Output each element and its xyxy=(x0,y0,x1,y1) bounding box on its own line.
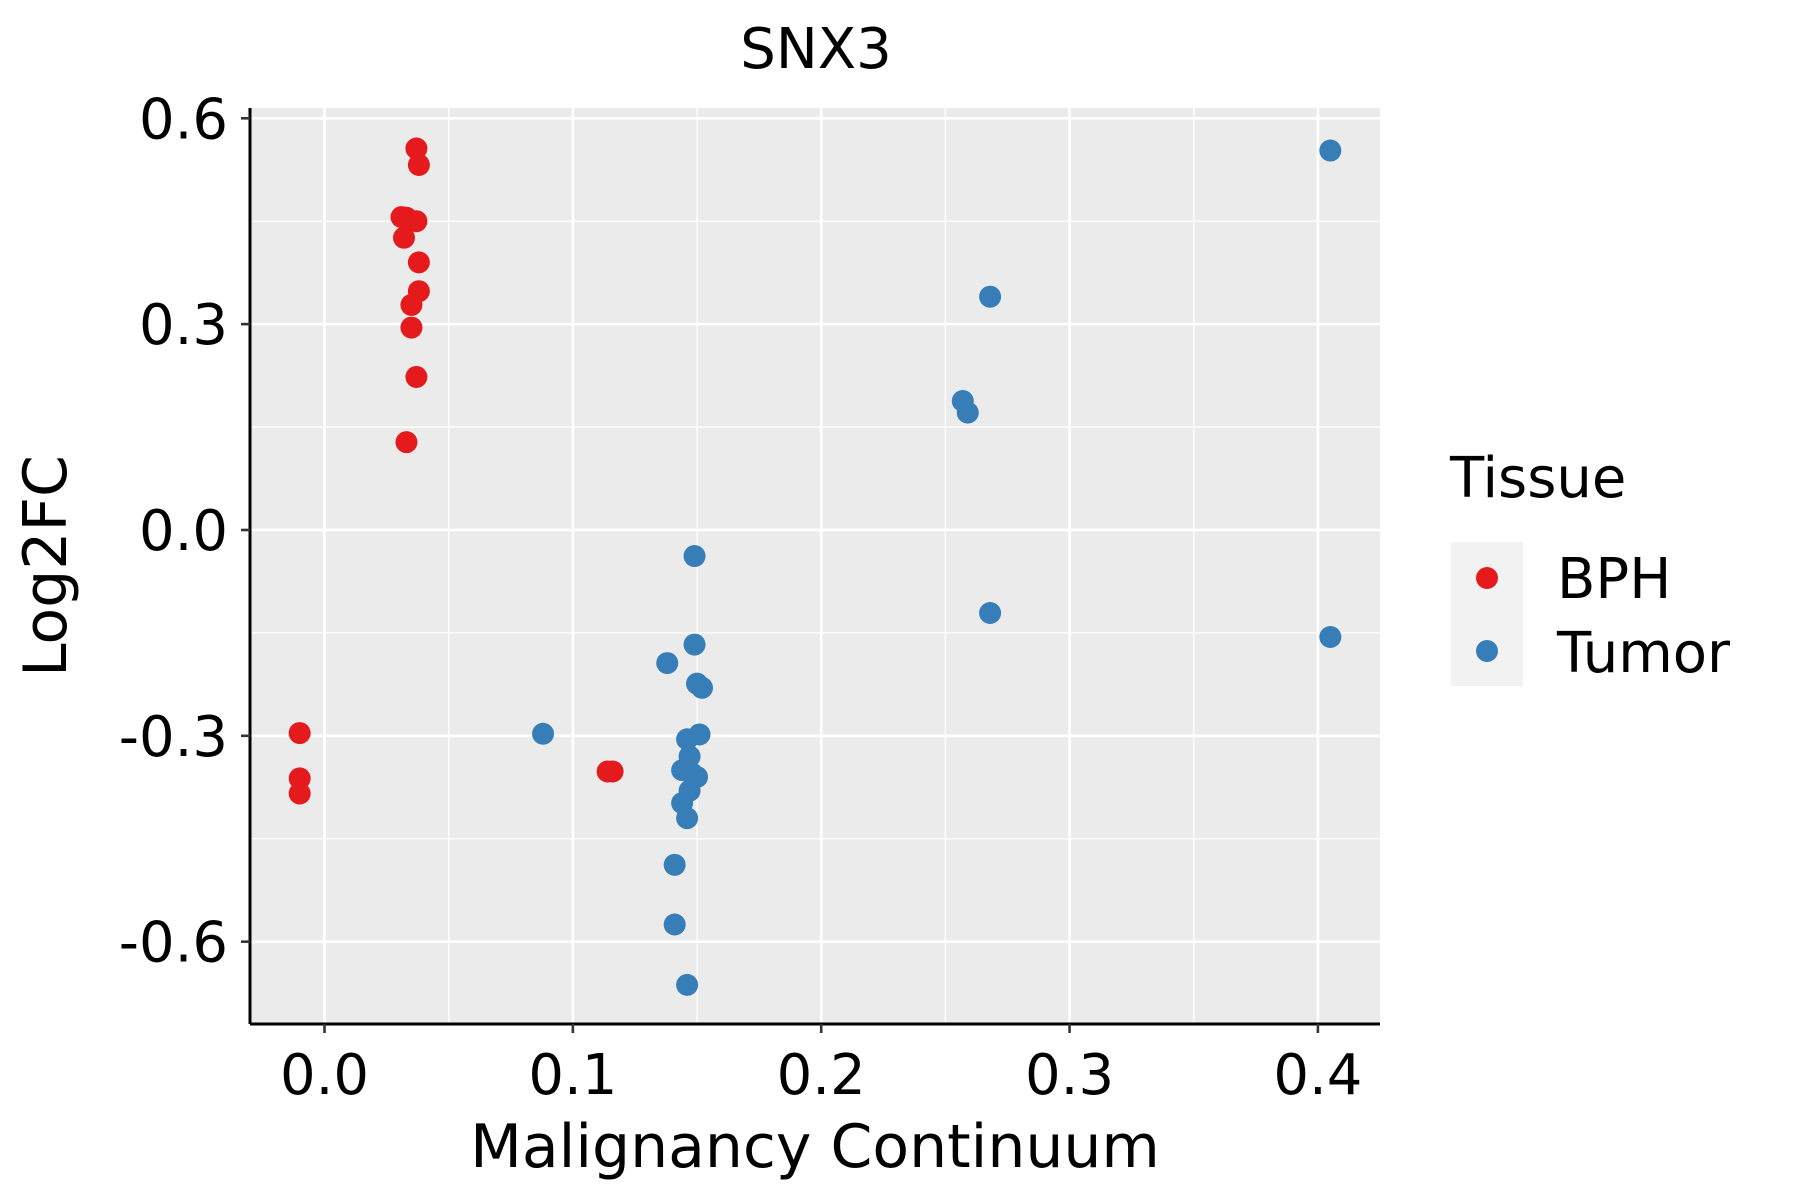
point-tumor xyxy=(663,853,686,876)
point-bph xyxy=(288,782,311,805)
point-bph xyxy=(405,365,428,388)
point-tumor xyxy=(676,973,699,996)
legend-title: Tissue xyxy=(1449,446,1626,511)
x-tick-label: 0.4 xyxy=(1273,1043,1362,1108)
y-tick-label: -0.6 xyxy=(119,911,228,976)
x-tick-label: 0.1 xyxy=(528,1043,617,1108)
point-bph xyxy=(288,722,311,745)
data-points xyxy=(288,137,1342,996)
point-tumor xyxy=(979,602,1002,625)
legend: Tissue BPH Tumor xyxy=(1449,446,1731,686)
point-bph xyxy=(400,293,423,316)
y-tick-label: 0.3 xyxy=(139,293,228,358)
major-gridlines xyxy=(250,108,1380,1024)
point-bph xyxy=(392,226,415,249)
legend-marker-bph xyxy=(1476,567,1498,589)
point-tumor xyxy=(676,807,699,830)
point-bph xyxy=(601,760,624,783)
x-axis-title: Malignancy Continuum xyxy=(470,1112,1160,1182)
point-tumor xyxy=(956,401,979,424)
point-tumor xyxy=(532,722,555,745)
point-bph xyxy=(407,251,430,274)
point-tumor xyxy=(1319,626,1342,649)
minor-gridlines xyxy=(250,108,1380,1024)
point-tumor xyxy=(683,545,706,568)
y-axis-ticks: 0.6 0.3 0.0 -0.3 -0.6 xyxy=(119,87,250,976)
legend-marker-tumor xyxy=(1476,640,1498,662)
point-bph xyxy=(407,153,430,176)
point-tumor xyxy=(691,676,713,699)
point-tumor xyxy=(656,652,679,675)
legend-label-bph: BPH xyxy=(1557,547,1671,612)
plot-panel xyxy=(250,108,1380,1024)
x-tick-label: 0.0 xyxy=(280,1043,369,1108)
point-bph xyxy=(288,767,311,790)
y-tick-label: 0.6 xyxy=(139,87,228,152)
point-tumor xyxy=(979,285,1002,308)
y-tick-label: -0.3 xyxy=(119,705,228,770)
point-tumor xyxy=(683,633,706,656)
x-tick-label: 0.3 xyxy=(1025,1043,1114,1108)
point-bph xyxy=(405,137,428,160)
chart-title: SNX3 xyxy=(740,17,891,82)
legend-label-tumor: Tumor xyxy=(1556,621,1731,686)
point-bph xyxy=(395,431,418,454)
point-tumor xyxy=(1319,139,1342,162)
point-bph xyxy=(405,210,428,233)
y-axis-title: Log2FC xyxy=(11,455,81,677)
x-axis-ticks: 0.0 0.1 0.2 0.3 0.4 xyxy=(280,1024,1362,1108)
point-bph xyxy=(400,316,423,339)
point-tumor xyxy=(676,728,699,751)
y-tick-label: 0.0 xyxy=(139,499,228,564)
x-tick-label: 0.2 xyxy=(777,1043,866,1108)
point-tumor xyxy=(663,913,686,936)
